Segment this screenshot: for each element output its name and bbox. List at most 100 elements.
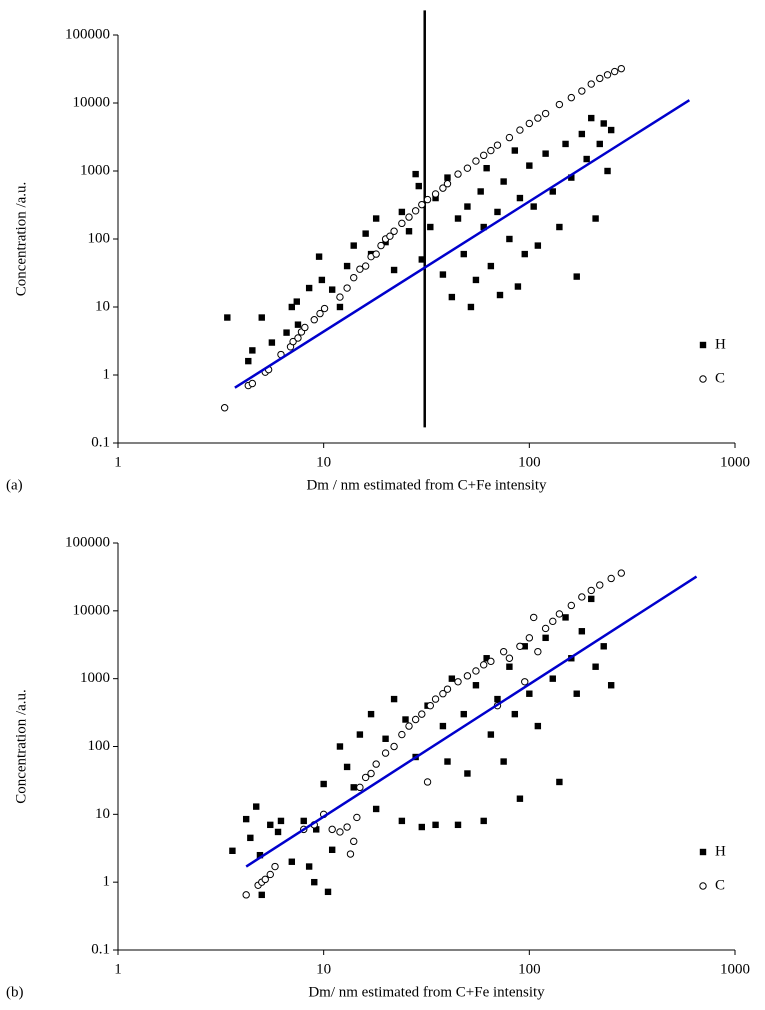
point-h	[588, 595, 595, 603]
point-h	[460, 710, 467, 718]
point-h	[600, 120, 607, 127]
point-h	[412, 170, 419, 178]
point-h	[516, 194, 524, 202]
point-c	[505, 133, 514, 142]
point-c	[617, 64, 625, 73]
point-c	[463, 164, 472, 172]
point-c	[443, 685, 452, 693]
x-tick-label: 1000	[720, 961, 750, 977]
legend-symbol	[699, 375, 707, 383]
point-c	[480, 151, 488, 160]
point-h	[454, 821, 462, 829]
point-c	[516, 642, 524, 651]
point-c	[587, 80, 595, 88]
point-c	[418, 710, 426, 718]
point-c	[472, 667, 480, 675]
point-h	[242, 815, 250, 823]
point-h	[549, 675, 556, 682]
point-c	[525, 634, 534, 642]
point-c	[398, 730, 406, 739]
point-h	[418, 256, 425, 263]
point-c	[266, 870, 274, 879]
point-h	[328, 286, 336, 293]
point-c	[423, 195, 432, 204]
point-h	[454, 215, 462, 222]
legend-label: C	[715, 877, 725, 893]
point-h	[600, 643, 607, 650]
legend-symbol	[699, 341, 707, 349]
point-h	[477, 188, 484, 195]
point-c	[220, 404, 229, 412]
y-tick-label: 100000	[65, 26, 110, 42]
point-c	[555, 100, 564, 109]
point-c	[242, 891, 250, 899]
point-h	[267, 821, 274, 829]
point-c	[343, 823, 351, 831]
y-tick-label: 1	[103, 366, 111, 382]
point-h	[258, 314, 265, 321]
point-c	[361, 262, 370, 270]
point-h	[534, 722, 542, 730]
point-c	[487, 146, 495, 155]
point-h	[556, 223, 563, 231]
point-h	[506, 235, 513, 243]
point-h	[500, 178, 507, 185]
point-c	[454, 170, 462, 178]
point-h	[542, 634, 549, 642]
point-h	[350, 242, 357, 249]
point-c	[372, 250, 380, 258]
point-c	[472, 157, 480, 165]
point-c	[480, 661, 488, 669]
point-h	[283, 329, 290, 336]
point-c	[567, 93, 576, 102]
point-h	[288, 303, 296, 311]
point-c	[578, 87, 586, 95]
y-tick-label: 1	[103, 874, 111, 890]
point-c	[541, 624, 550, 633]
point-h	[483, 164, 490, 172]
point-h	[496, 291, 504, 299]
point-c	[521, 678, 529, 686]
point-h	[247, 834, 254, 842]
point-c	[367, 769, 375, 778]
point-h	[356, 731, 364, 738]
point-c	[350, 273, 358, 282]
point-h	[315, 253, 323, 260]
point-c	[386, 232, 394, 240]
point-c	[328, 825, 336, 834]
point-h	[596, 140, 603, 148]
point-h	[256, 851, 264, 859]
point-h	[583, 155, 590, 163]
point-h	[464, 203, 471, 210]
point-h	[405, 228, 413, 235]
x-tick-label: 1	[114, 961, 122, 977]
point-h	[487, 262, 495, 270]
point-c	[423, 778, 432, 786]
fit-line	[245, 575, 698, 868]
point-h	[382, 735, 389, 742]
point-c	[377, 241, 385, 250]
point-c	[248, 379, 257, 388]
point-h	[288, 858, 296, 865]
point-c	[426, 701, 435, 710]
point-c	[587, 586, 595, 595]
point-h	[324, 888, 332, 896]
point-h	[372, 805, 380, 813]
legend-label: H	[715, 336, 726, 352]
point-h	[494, 695, 501, 703]
x-tick-label: 100	[518, 454, 541, 470]
point-h	[448, 675, 456, 682]
point-h	[464, 770, 471, 777]
point-h	[398, 817, 406, 825]
point-c	[353, 813, 361, 822]
point-h	[592, 215, 599, 222]
point-c	[431, 190, 440, 198]
point-c	[541, 109, 550, 118]
point-h	[562, 614, 569, 621]
point-c	[320, 304, 329, 313]
point-h	[494, 208, 501, 216]
point-h	[534, 242, 542, 249]
point-h	[320, 780, 327, 788]
point-h	[415, 182, 422, 190]
